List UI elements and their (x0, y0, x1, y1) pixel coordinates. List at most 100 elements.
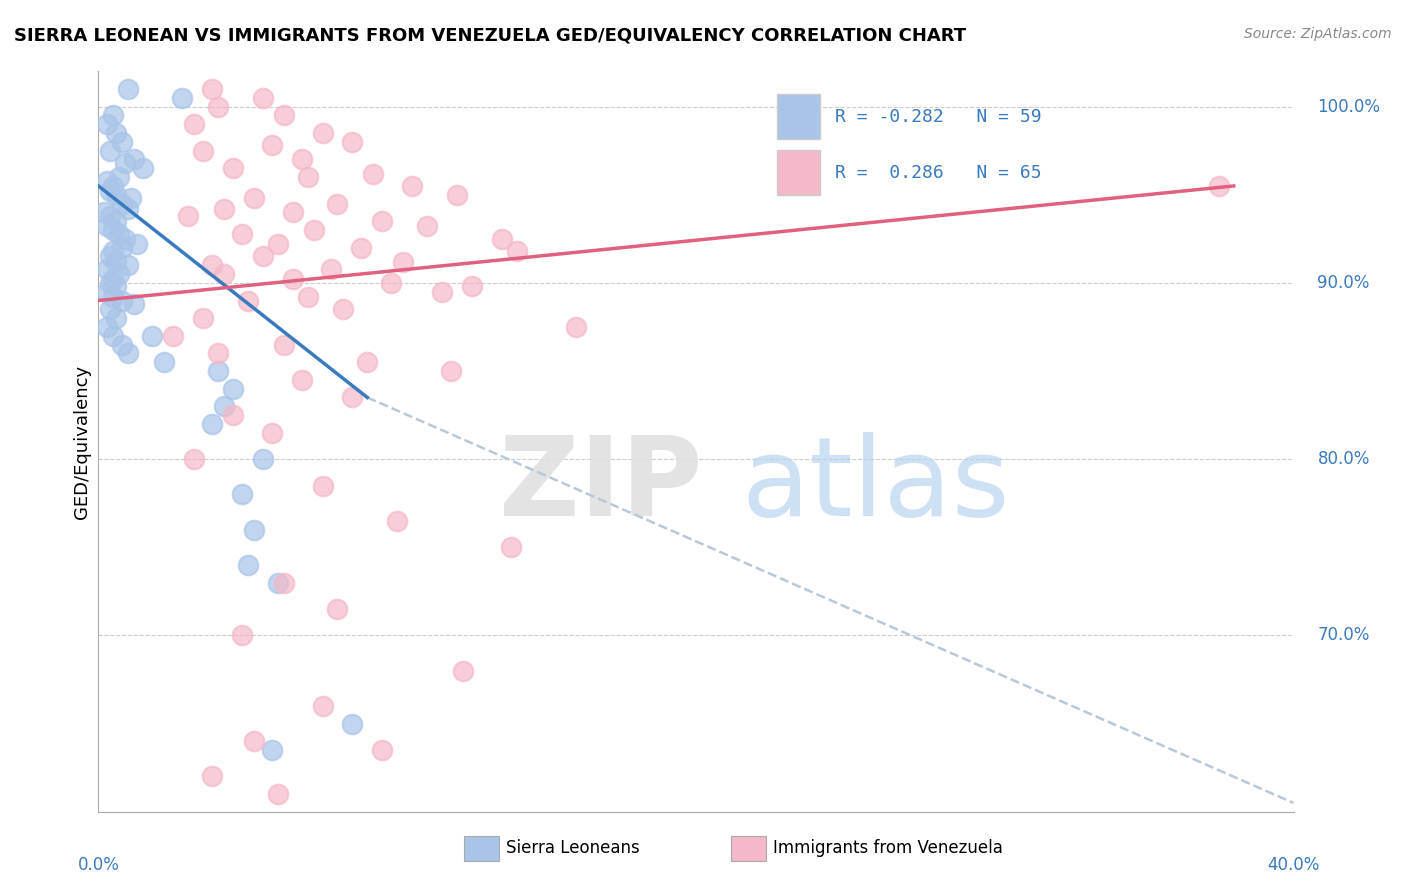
Point (252, 452, 274, 467)
Point (105, 214, 128, 228)
Point (98, 209, 122, 223)
Point (162, 328, 184, 343)
Point (212, 202, 235, 216)
Point (98, 144, 122, 158)
Point (222, 161, 245, 176)
Point (461, 279, 484, 293)
Point (103, 272, 125, 286)
Point (222, 408, 245, 422)
Point (267, 237, 290, 252)
Point (212, 399, 235, 413)
Point (111, 196, 134, 211)
Point (141, 328, 163, 343)
Y-axis label: GED/Equivalency: GED/Equivalency (73, 365, 91, 518)
Point (111, 337, 134, 351)
Point (416, 219, 439, 234)
Point (281, 272, 304, 286)
Point (243, 191, 266, 205)
Point (212, 267, 235, 281)
Text: 80.0%: 80.0% (1317, 450, 1369, 468)
Point (273, 108, 295, 122)
Point (342, 135, 364, 149)
Point (302, 223, 325, 237)
Point (117, 202, 139, 216)
Point (380, 276, 402, 290)
Point (96, 261, 118, 276)
Point (117, 346, 139, 360)
Point (565, 320, 588, 334)
Text: 0.0%: 0.0% (77, 855, 120, 874)
Point (98, 250, 122, 264)
Point (371, 214, 394, 228)
Text: 40.0%: 40.0% (1267, 855, 1320, 874)
Bar (778, 150, 820, 195)
Point (451, 664, 474, 678)
Point (201, 82, 224, 96)
Point (96, 174, 118, 188)
Point (98, 302, 122, 317)
Point (326, 602, 349, 616)
Point (111, 293, 134, 308)
Point (243, 734, 266, 748)
Point (96, 117, 118, 131)
Point (446, 187, 468, 202)
Point (260, 138, 283, 153)
Point (236, 558, 259, 572)
Point (183, 452, 205, 467)
Bar (778, 95, 820, 139)
Point (172, 91, 194, 105)
Point (231, 487, 253, 501)
Point (321, 261, 343, 276)
Point (401, 178, 423, 193)
Point (105, 254, 128, 268)
Text: 90.0%: 90.0% (1317, 274, 1369, 292)
Point (201, 417, 224, 431)
Point (103, 328, 125, 343)
Point (252, 91, 274, 105)
Point (231, 628, 253, 642)
Point (132, 161, 155, 176)
Point (207, 364, 229, 378)
Point (430, 285, 453, 299)
Point (108, 267, 131, 281)
Point (96, 320, 118, 334)
Text: R =  0.286   N = 65: R = 0.286 N = 65 (835, 163, 1042, 182)
Point (491, 232, 513, 246)
Text: SIERRA LEONEAN VS IMMIGRANTS FROM VENEZUELA GED/EQUIVALENCY CORRELATION CHART: SIERRA LEONEAN VS IMMIGRANTS FROM VENEZU… (14, 27, 966, 45)
Point (311, 698, 333, 713)
Point (153, 355, 176, 369)
Point (108, 227, 131, 241)
Point (267, 575, 290, 590)
Point (506, 244, 529, 259)
Point (385, 514, 409, 528)
Point (342, 391, 364, 405)
Point (191, 311, 214, 326)
Point (311, 126, 333, 140)
Point (103, 244, 125, 259)
Point (117, 82, 139, 96)
Point (350, 241, 373, 255)
Point (222, 382, 245, 396)
Point (183, 117, 205, 131)
Point (260, 743, 283, 757)
Point (297, 170, 319, 185)
Point (103, 178, 125, 193)
Point (290, 153, 312, 167)
Point (440, 364, 463, 378)
Point (273, 337, 295, 351)
Point (98, 184, 122, 198)
Point (96, 285, 118, 299)
Point (201, 258, 224, 272)
Point (96, 219, 118, 234)
Point (103, 223, 125, 237)
Point (124, 297, 146, 311)
Point (127, 237, 149, 252)
Text: atlas: atlas (741, 433, 1010, 540)
Point (371, 743, 394, 757)
Point (120, 191, 142, 205)
Point (267, 787, 290, 801)
Point (252, 250, 274, 264)
Point (105, 279, 128, 293)
Point (124, 153, 146, 167)
Point (236, 293, 259, 308)
